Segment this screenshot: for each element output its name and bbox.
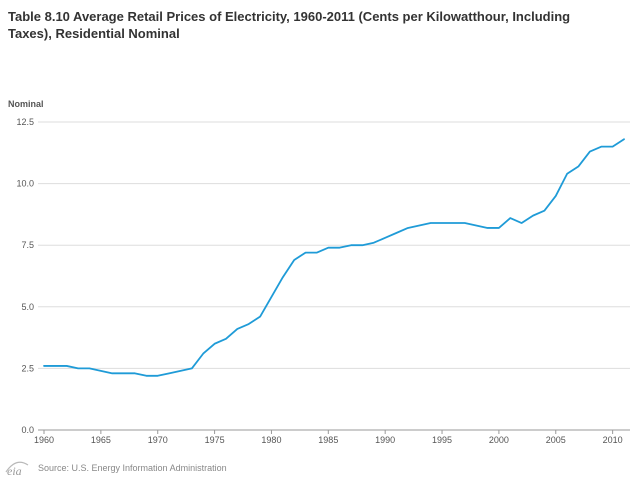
- x-tick-label: 1975: [205, 435, 225, 445]
- source-text: Source: U.S. Energy Information Administ…: [38, 463, 227, 473]
- y-tick-label: 0.0: [21, 425, 34, 435]
- line-chart: Nominal 0.0 2.5 5.0 7.5 10.0 12.5 1960 1965 197…: [8, 99, 630, 445]
- data-point: [111, 372, 113, 374]
- data-point: [486, 227, 488, 229]
- grid-lines: [38, 121, 630, 434]
- series-line: [43, 138, 625, 377]
- y-tick-label: 2.5: [21, 363, 34, 373]
- x-tick-label: 2005: [546, 435, 566, 445]
- data-point: [441, 222, 443, 224]
- data-point: [157, 375, 159, 377]
- data-point: [100, 370, 102, 372]
- data-point: [168, 372, 170, 374]
- x-tick-label: 1990: [375, 435, 395, 445]
- data-point: [282, 276, 284, 278]
- data-point: [145, 375, 147, 377]
- data-point: [407, 227, 409, 229]
- data-point: [259, 315, 261, 317]
- data-point: [213, 343, 215, 345]
- data-point: [122, 372, 124, 374]
- y-tick-label: 5.0: [21, 302, 34, 312]
- x-tick-labels: 1960 1965 1970 1975 1980 1985 1990 1995 2000 2005…: [34, 435, 623, 445]
- x-tick-label: 1985: [318, 435, 338, 445]
- data-point: [350, 244, 352, 246]
- data-point: [452, 222, 454, 224]
- data-point: [543, 210, 545, 212]
- data-point: [520, 222, 522, 224]
- data-point: [316, 251, 318, 253]
- x-tick-label: 2000: [489, 435, 509, 445]
- data-point: [304, 251, 306, 253]
- data-point: [395, 232, 397, 234]
- data-point: [66, 365, 68, 367]
- data-point: [384, 237, 386, 239]
- y-tick-label: 10.0: [16, 179, 34, 189]
- data-point: [498, 227, 500, 229]
- data-point: [88, 367, 90, 369]
- footer: eia Source: U.S. Energy Information Admi…: [4, 458, 227, 478]
- data-point: [236, 328, 238, 330]
- data-point: [577, 165, 579, 167]
- chart-title: Table 8.10 Average Retail Prices of Elec…: [8, 9, 571, 41]
- data-point: [225, 338, 227, 340]
- data-point: [77, 367, 79, 369]
- data-point: [418, 224, 420, 226]
- eia-logo-icon: eia: [5, 461, 29, 477]
- y-axis-label: Nominal: [8, 99, 44, 109]
- data-point: [248, 323, 250, 325]
- x-tick-label: 1995: [432, 435, 452, 445]
- x-tick-label: 1970: [148, 435, 168, 445]
- data-point: [464, 222, 466, 224]
- data-point: [293, 259, 295, 261]
- data-point: [475, 224, 477, 226]
- data-point: [361, 244, 363, 246]
- data-point: [202, 352, 204, 354]
- data-point: [532, 214, 534, 216]
- data-point: [611, 145, 613, 147]
- data-point: [270, 296, 272, 298]
- x-tick-label: 1980: [261, 435, 281, 445]
- data-point: [509, 217, 511, 219]
- data-point: [373, 242, 375, 244]
- logo-text: eia: [7, 464, 22, 477]
- y-tick-label: 7.5: [21, 240, 34, 250]
- x-tick-label: 1965: [91, 435, 111, 445]
- data-point: [623, 138, 625, 140]
- series-layer: [43, 138, 625, 377]
- data-point: [555, 195, 557, 197]
- y-tick-label: 12.5: [16, 117, 34, 127]
- data-point: [134, 372, 136, 374]
- data-point: [327, 246, 329, 248]
- x-tick-label: 2010: [603, 435, 623, 445]
- data-point: [43, 365, 45, 367]
- data-point: [429, 222, 431, 224]
- data-point: [338, 246, 340, 248]
- x-tick-label: 1960: [34, 435, 54, 445]
- y-tick-labels: 0.0 2.5 5.0 7.5 10.0 12.5: [16, 117, 34, 435]
- data-point: [566, 173, 568, 175]
- data-point: [600, 145, 602, 147]
- data-point: [179, 370, 181, 372]
- data-point: [589, 150, 591, 152]
- data-point: [54, 365, 56, 367]
- data-point: [191, 367, 193, 369]
